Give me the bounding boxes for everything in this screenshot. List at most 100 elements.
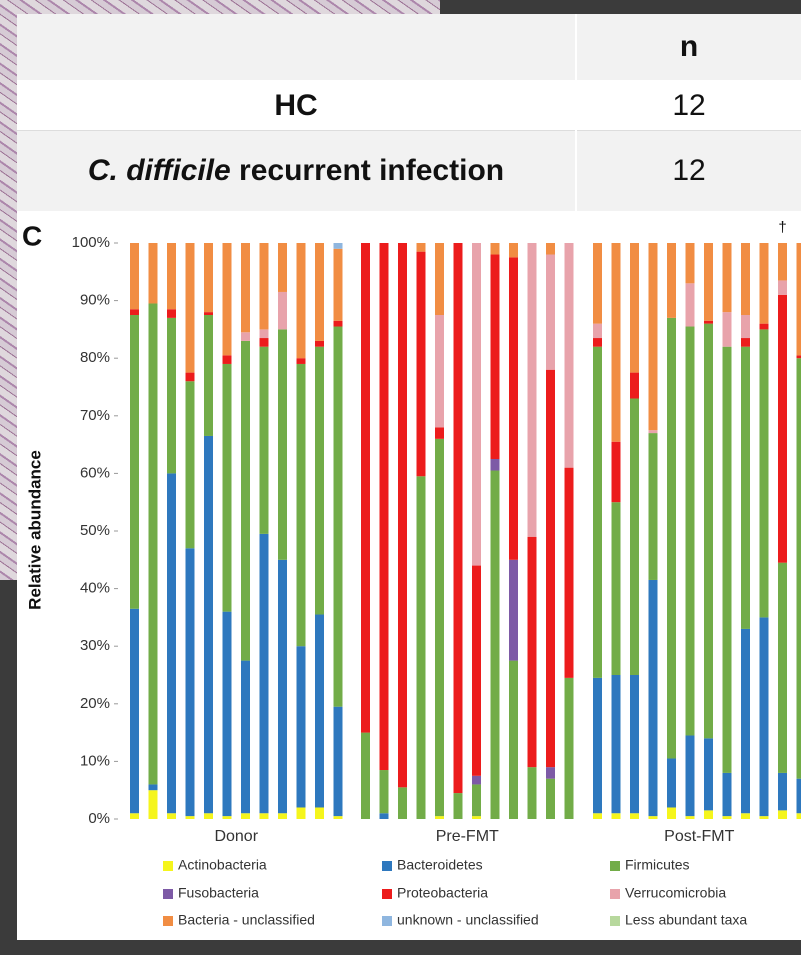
bar-segment [704,243,713,321]
bar-segment [398,787,407,819]
bar-segment [491,243,500,255]
bar-segment [435,816,444,819]
bar-segment [278,329,287,559]
bar-segment [454,793,463,819]
bar-segment [509,257,518,559]
y-tick-label: 50% [80,522,110,539]
bar-segment [435,243,444,315]
bar-segment [130,309,139,315]
bar-segment [723,243,732,312]
bar-segment [241,661,250,814]
bar-segment [630,243,639,373]
y-tick-label: 70% [80,407,110,424]
bar-segment [649,430,658,433]
bar-segment [472,243,481,566]
bar-segment [630,399,639,675]
bar-segment [204,436,213,813]
bar-segment [167,309,176,318]
bar-segment [223,364,232,612]
bar-segment [797,813,801,819]
bar-segment [278,560,287,813]
legend-swatch [163,861,173,871]
bar-segment [149,303,158,784]
bar-segment [565,468,574,678]
bar-segment [334,243,343,249]
bar-segment [149,784,158,790]
bar-segment [612,442,621,502]
bar-segment [241,341,250,661]
bar-segment [612,813,621,819]
bar-segment [167,318,176,474]
bar-segment [186,548,195,816]
bar-segment [417,476,426,819]
bar-segment [167,473,176,813]
bar-segment [630,675,639,813]
bar-segment [130,243,139,309]
bar-segment [528,537,537,767]
legend-swatch [163,889,173,899]
y-tick-label: 40% [80,580,110,597]
bar-segment [630,813,639,819]
bar-segment [260,243,269,329]
bar-segment [797,243,801,355]
bar-segment [472,784,481,816]
bar-segment [130,813,139,819]
bar-segment [630,373,639,399]
group-label: Pre-FMT [436,828,499,845]
legend-label: Bacteroidetes [397,857,483,873]
legend-swatch [610,889,620,899]
bar-segment [260,338,269,347]
legend-label: Firmicutes [625,857,690,873]
bar-segment [361,733,370,819]
bar-segment [704,738,713,810]
bar-segment [204,813,213,819]
bar-segment [546,767,555,779]
bar-segment [315,807,324,819]
bar-segment [741,338,750,347]
bar-segment [723,773,732,816]
bar-segment [297,243,306,358]
bar-segment [278,292,287,329]
bar-segment [334,707,343,816]
bar-segment [686,735,695,816]
bar-segment [297,807,306,819]
bar-segment [223,816,232,819]
bar-segment [491,255,500,459]
legend-swatch [163,916,173,926]
annotation: † [778,219,786,236]
bar-segment [509,661,518,819]
bar-segment [741,813,750,819]
legend-swatch [610,916,620,926]
bar-segment [741,629,750,813]
bar-segment [398,243,407,787]
bar-segment [204,315,213,436]
bar-segment [593,338,602,347]
bar-segment [741,243,750,315]
bar-segment [260,813,269,819]
legend-label: Fusobacteria [178,885,259,901]
legend-swatch [382,889,392,899]
bar-segment [686,283,695,326]
bar-segment [546,779,555,819]
bar-segment [186,373,195,382]
y-tick-label: 10% [80,752,110,769]
bar-segment [704,324,713,739]
bar-segment [760,329,769,617]
bar-segment [472,776,481,785]
bar-segment [686,243,695,283]
bar-segment [278,243,287,292]
bar-segment [778,810,787,819]
bar-segment [667,759,676,808]
bar-segment [297,646,306,807]
bar-segment [315,243,324,341]
y-axis-label: Relative abundance [25,450,44,610]
bar-segment [186,381,195,548]
y-tick-label: 60% [80,464,110,481]
bar-segment [297,364,306,646]
bar-segment [593,678,602,813]
bar-segment [334,816,343,819]
y-tick-label: 80% [80,349,110,366]
bar-segment [260,347,269,534]
bar-segment [797,779,801,814]
bar-segment [686,327,695,736]
